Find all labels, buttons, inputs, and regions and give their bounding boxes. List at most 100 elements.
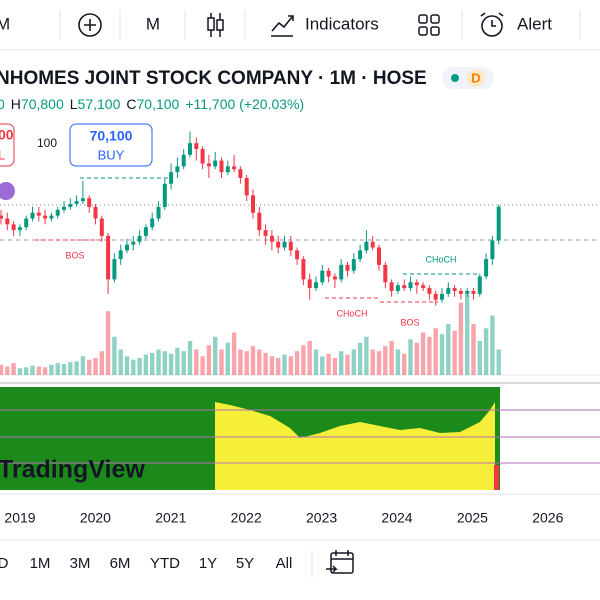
range-button[interactable]: YTD: [150, 555, 180, 572]
ohlc-line: 0 H70,800 L57,100 C70,100 +11,700 (+20.03%): [0, 96, 304, 112]
sell-button[interactable]: [0, 123, 15, 167]
structure-label: BOS: [400, 317, 419, 327]
volume-bar: [150, 352, 155, 375]
volume-bar: [231, 332, 237, 375]
time-label: 2023: [306, 510, 337, 526]
volume-bar: [219, 349, 224, 375]
volume-bar: [238, 349, 243, 375]
volume-bar: [0, 364, 4, 375]
order-quantity[interactable]: 100: [37, 136, 57, 150]
badge-bg: [467, 69, 485, 87]
volume-bar: [301, 345, 306, 375]
volume-bar: [351, 349, 356, 375]
structure-label: BOS: [65, 250, 84, 260]
alert-button[interactable]: Alert: [480, 12, 552, 37]
buy-button[interactable]: [69, 123, 153, 167]
volume-bar: [452, 330, 457, 375]
candle-body: [137, 235, 142, 242]
candle-body: [169, 172, 174, 184]
volume-bar: [465, 294, 470, 375]
volume-bar: [206, 345, 212, 375]
candle-body: [320, 270, 325, 283]
candle-body: [433, 293, 438, 300]
replay-icon[interactable]: [0, 182, 15, 200]
volume-bar: [345, 354, 350, 375]
volume-bar: [42, 367, 48, 375]
add-symbol-button[interactable]: [78, 13, 102, 37]
ohlc-value: 70,100: [137, 96, 180, 112]
candle-body: [377, 247, 381, 265]
structure-label: CHoCH: [336, 308, 367, 318]
candle-body: [99, 218, 104, 236]
volume-bar: [446, 324, 451, 375]
ohlc-label: C: [126, 96, 136, 112]
volume-bar: [194, 349, 199, 375]
candle-body: [421, 285, 426, 289]
volume-bar: [175, 347, 180, 375]
range-button[interactable]: 6M: [110, 555, 131, 572]
candle-body: [93, 206, 98, 219]
volume-bar: [263, 352, 268, 375]
range-button[interactable]: D: [0, 555, 9, 572]
candle-body: [244, 177, 249, 196]
candle-body: [74, 201, 79, 205]
volume-bar: [307, 341, 312, 375]
candle-body: [194, 143, 199, 149]
volume-bar: [383, 346, 388, 375]
candle-body: [112, 259, 117, 280]
volume-bar: [389, 341, 394, 375]
interval-button[interactable]: M: [146, 14, 160, 33]
candle-body: [269, 235, 274, 242]
candle-body: [263, 230, 268, 236]
volume-bar: [414, 342, 419, 375]
candle-body: [219, 160, 224, 173]
volume-bar: [257, 349, 262, 375]
candle-body: [314, 282, 318, 289]
candle-body: [326, 270, 331, 277]
volume-bar: [11, 363, 16, 375]
volume-bar: [17, 368, 23, 375]
date-range-button[interactable]: [326, 550, 354, 574]
alert-label: Alert: [517, 14, 552, 33]
buy-label: BUY: [98, 147, 125, 162]
ohlc-label: L: [70, 96, 78, 112]
time-label: 2021: [155, 510, 186, 526]
volume-bar: [49, 364, 54, 375]
volume-bar: [181, 351, 186, 375]
volume-bar: [99, 351, 104, 375]
candle-body: [232, 166, 237, 170]
range-button[interactable]: 5Y: [236, 555, 254, 572]
volume-bar: [112, 336, 117, 375]
buy-price: 70,100: [90, 128, 133, 144]
candle-body: [408, 282, 413, 289]
candle-body: [484, 259, 489, 277]
volume-bar: [137, 358, 142, 375]
candle-body: [370, 241, 375, 248]
candle-body: [24, 218, 29, 228]
candle-body: [200, 148, 205, 164]
candle-body: [402, 285, 407, 289]
open-fragment: 0: [0, 96, 5, 112]
volume-bar: [364, 336, 369, 375]
volume-bar: [244, 351, 249, 375]
range-button[interactable]: All: [276, 555, 293, 572]
range-button[interactable]: 3M: [70, 555, 91, 572]
volume-bar: [61, 363, 67, 375]
toolbar: [0, 0, 600, 50]
indicators-button[interactable]: Indicators: [271, 14, 379, 37]
candle-body: [49, 215, 54, 219]
volume-bar: [74, 361, 79, 375]
interval-left[interactable]: M: [0, 14, 10, 33]
candle-body: [156, 206, 161, 219]
chart-type-button[interactable]: [207, 13, 224, 37]
volume-bar: [250, 346, 256, 375]
candle-body: [68, 204, 73, 207]
range-button[interactable]: 1Y: [199, 555, 217, 572]
symbol-title: NHOMES JOINT STOCK COMPANY · 1M · HOSE: [0, 68, 427, 89]
range-button[interactable]: 1M: [30, 555, 51, 572]
candle-body: [307, 279, 312, 289]
volume-bar: [68, 362, 73, 375]
candle-body: [471, 290, 476, 294]
layout-button[interactable]: [418, 14, 440, 36]
time-label: 2019: [4, 510, 35, 526]
